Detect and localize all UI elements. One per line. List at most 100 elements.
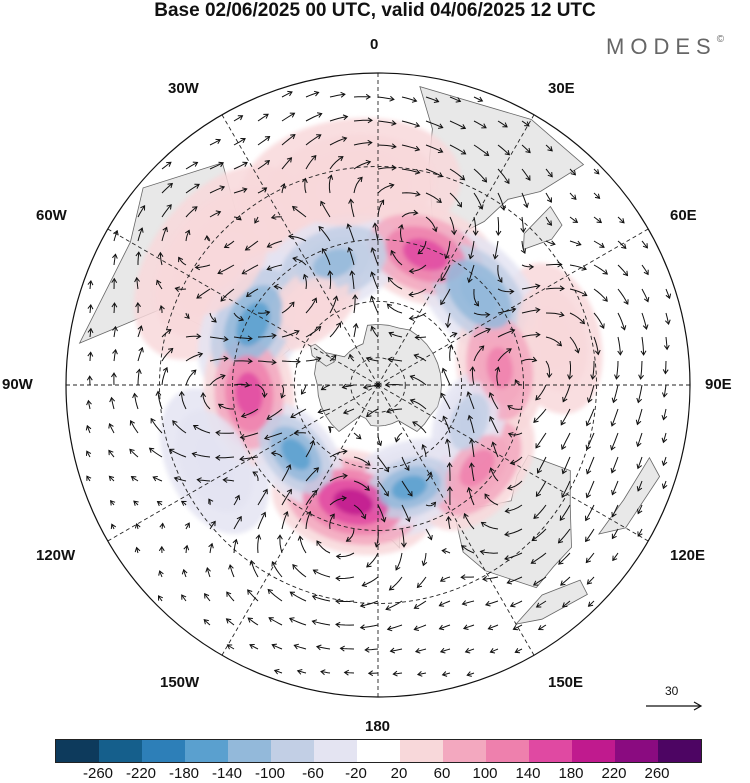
indonesia-landmass <box>597 456 661 535</box>
wind-arrowhead <box>313 467 320 473</box>
wind-arrow <box>504 528 523 536</box>
wind-arrow <box>172 420 187 434</box>
wind-arrow <box>545 240 556 245</box>
wind-arrow <box>593 288 608 302</box>
wind-arrow <box>377 144 396 148</box>
wind-arrow <box>521 358 537 362</box>
meridian-line <box>377 384 535 656</box>
wind-arrow <box>663 384 667 397</box>
wind-arrow <box>508 432 523 436</box>
wind-arrow <box>185 312 190 319</box>
wind-arrowhead <box>86 375 93 381</box>
wind-arrowhead <box>365 460 371 466</box>
wind-arrowhead <box>546 197 552 203</box>
colorbar-tick-label: -220 <box>125 765 157 782</box>
wind-arrow <box>485 600 499 606</box>
colorbar-tick-label: -20 <box>345 765 367 782</box>
meridian-line <box>107 384 379 542</box>
wind-arrow <box>449 96 461 102</box>
wind-arrow <box>641 264 649 275</box>
wind-arrow <box>641 288 649 302</box>
wind-arrowhead <box>196 477 202 483</box>
wind-arrowhead <box>386 625 393 632</box>
wind-arrow <box>329 354 337 362</box>
wind-arrow <box>417 672 427 676</box>
wind-arrowhead <box>581 291 588 297</box>
wind-arrowhead <box>280 393 286 399</box>
wind-arrow <box>174 477 187 482</box>
wind-arrow <box>611 432 619 450</box>
wind-arrow <box>257 535 260 554</box>
wind-arrow <box>161 161 172 170</box>
wind-arrowhead <box>440 392 446 398</box>
wind-arrow <box>185 545 188 554</box>
wind-arrow <box>469 240 475 259</box>
wind-arrowhead <box>466 671 472 677</box>
wind-arrow <box>480 550 499 554</box>
wind-arrow <box>329 93 345 98</box>
wind-arrow <box>611 456 619 473</box>
wind-arrow <box>233 495 240 506</box>
wind-arrow <box>467 391 475 410</box>
wind-arrow <box>157 391 163 410</box>
new-guinea-landmass <box>514 579 588 625</box>
wind-arrowhead <box>87 327 94 334</box>
wind-arrowhead <box>335 322 341 328</box>
wind-arrowhead <box>535 307 541 313</box>
wind-arrowhead <box>414 647 421 654</box>
wind-arrowhead <box>335 553 342 560</box>
wind-arrowhead <box>367 117 373 124</box>
wind-arrow <box>113 230 118 242</box>
wind-arrow <box>422 552 427 566</box>
wind-arrow <box>206 235 211 242</box>
wind-arrowhead <box>366 562 372 568</box>
wind-arrowhead <box>134 523 141 529</box>
wind-arrow <box>425 528 432 540</box>
wind-arrowhead <box>166 161 172 167</box>
wind-arrow <box>510 600 523 607</box>
wind-arrowhead <box>264 160 271 166</box>
wind-arrowhead <box>311 619 318 625</box>
wind-arrowhead <box>385 408 392 414</box>
wind-arrowhead <box>460 124 467 130</box>
wind-arrowhead <box>610 445 616 451</box>
wind-arrowhead <box>343 669 350 676</box>
wind-arrowhead <box>168 448 175 454</box>
wind-arrowhead <box>86 475 92 481</box>
wind-arrow <box>257 334 276 338</box>
wind-reference-arrow <box>646 701 703 711</box>
wind-arrow <box>641 312 647 330</box>
wind-arrowhead <box>112 348 118 355</box>
wind-arrow <box>521 144 531 153</box>
wind-arrowhead <box>87 279 94 286</box>
wind-arrowhead <box>183 544 190 551</box>
wind-arrow <box>401 212 418 218</box>
wind-arrow <box>305 467 319 482</box>
wind-arrow <box>290 591 307 602</box>
wind-arrow <box>217 264 235 274</box>
wind-arrow <box>445 240 451 259</box>
wind-arrowhead <box>280 183 286 189</box>
wind-arrowhead <box>339 645 345 652</box>
wind-arrowhead <box>372 222 379 228</box>
anomaly-contour <box>402 238 449 271</box>
wind-arrowhead <box>394 437 401 443</box>
wind-arrow <box>137 227 143 242</box>
wind-arrow <box>353 456 371 466</box>
wind-arrowhead <box>665 293 672 300</box>
wind-arrowhead <box>460 545 467 551</box>
wind-arrow <box>587 576 595 585</box>
wind-arrow <box>109 423 115 434</box>
anomaly-contour <box>235 372 263 416</box>
wind-arrow <box>267 589 283 602</box>
wind-arrow <box>385 600 403 610</box>
wind-arrow <box>425 120 443 129</box>
wind-arrowhead <box>438 624 445 631</box>
wind-arrowhead <box>512 625 519 631</box>
wind-arrowhead <box>267 588 273 595</box>
wind-arrowhead <box>531 536 537 542</box>
wind-arrow <box>254 216 259 224</box>
wind-arrowhead <box>559 515 565 521</box>
wind-arrowhead <box>620 325 627 331</box>
wind-arrow <box>665 336 668 350</box>
